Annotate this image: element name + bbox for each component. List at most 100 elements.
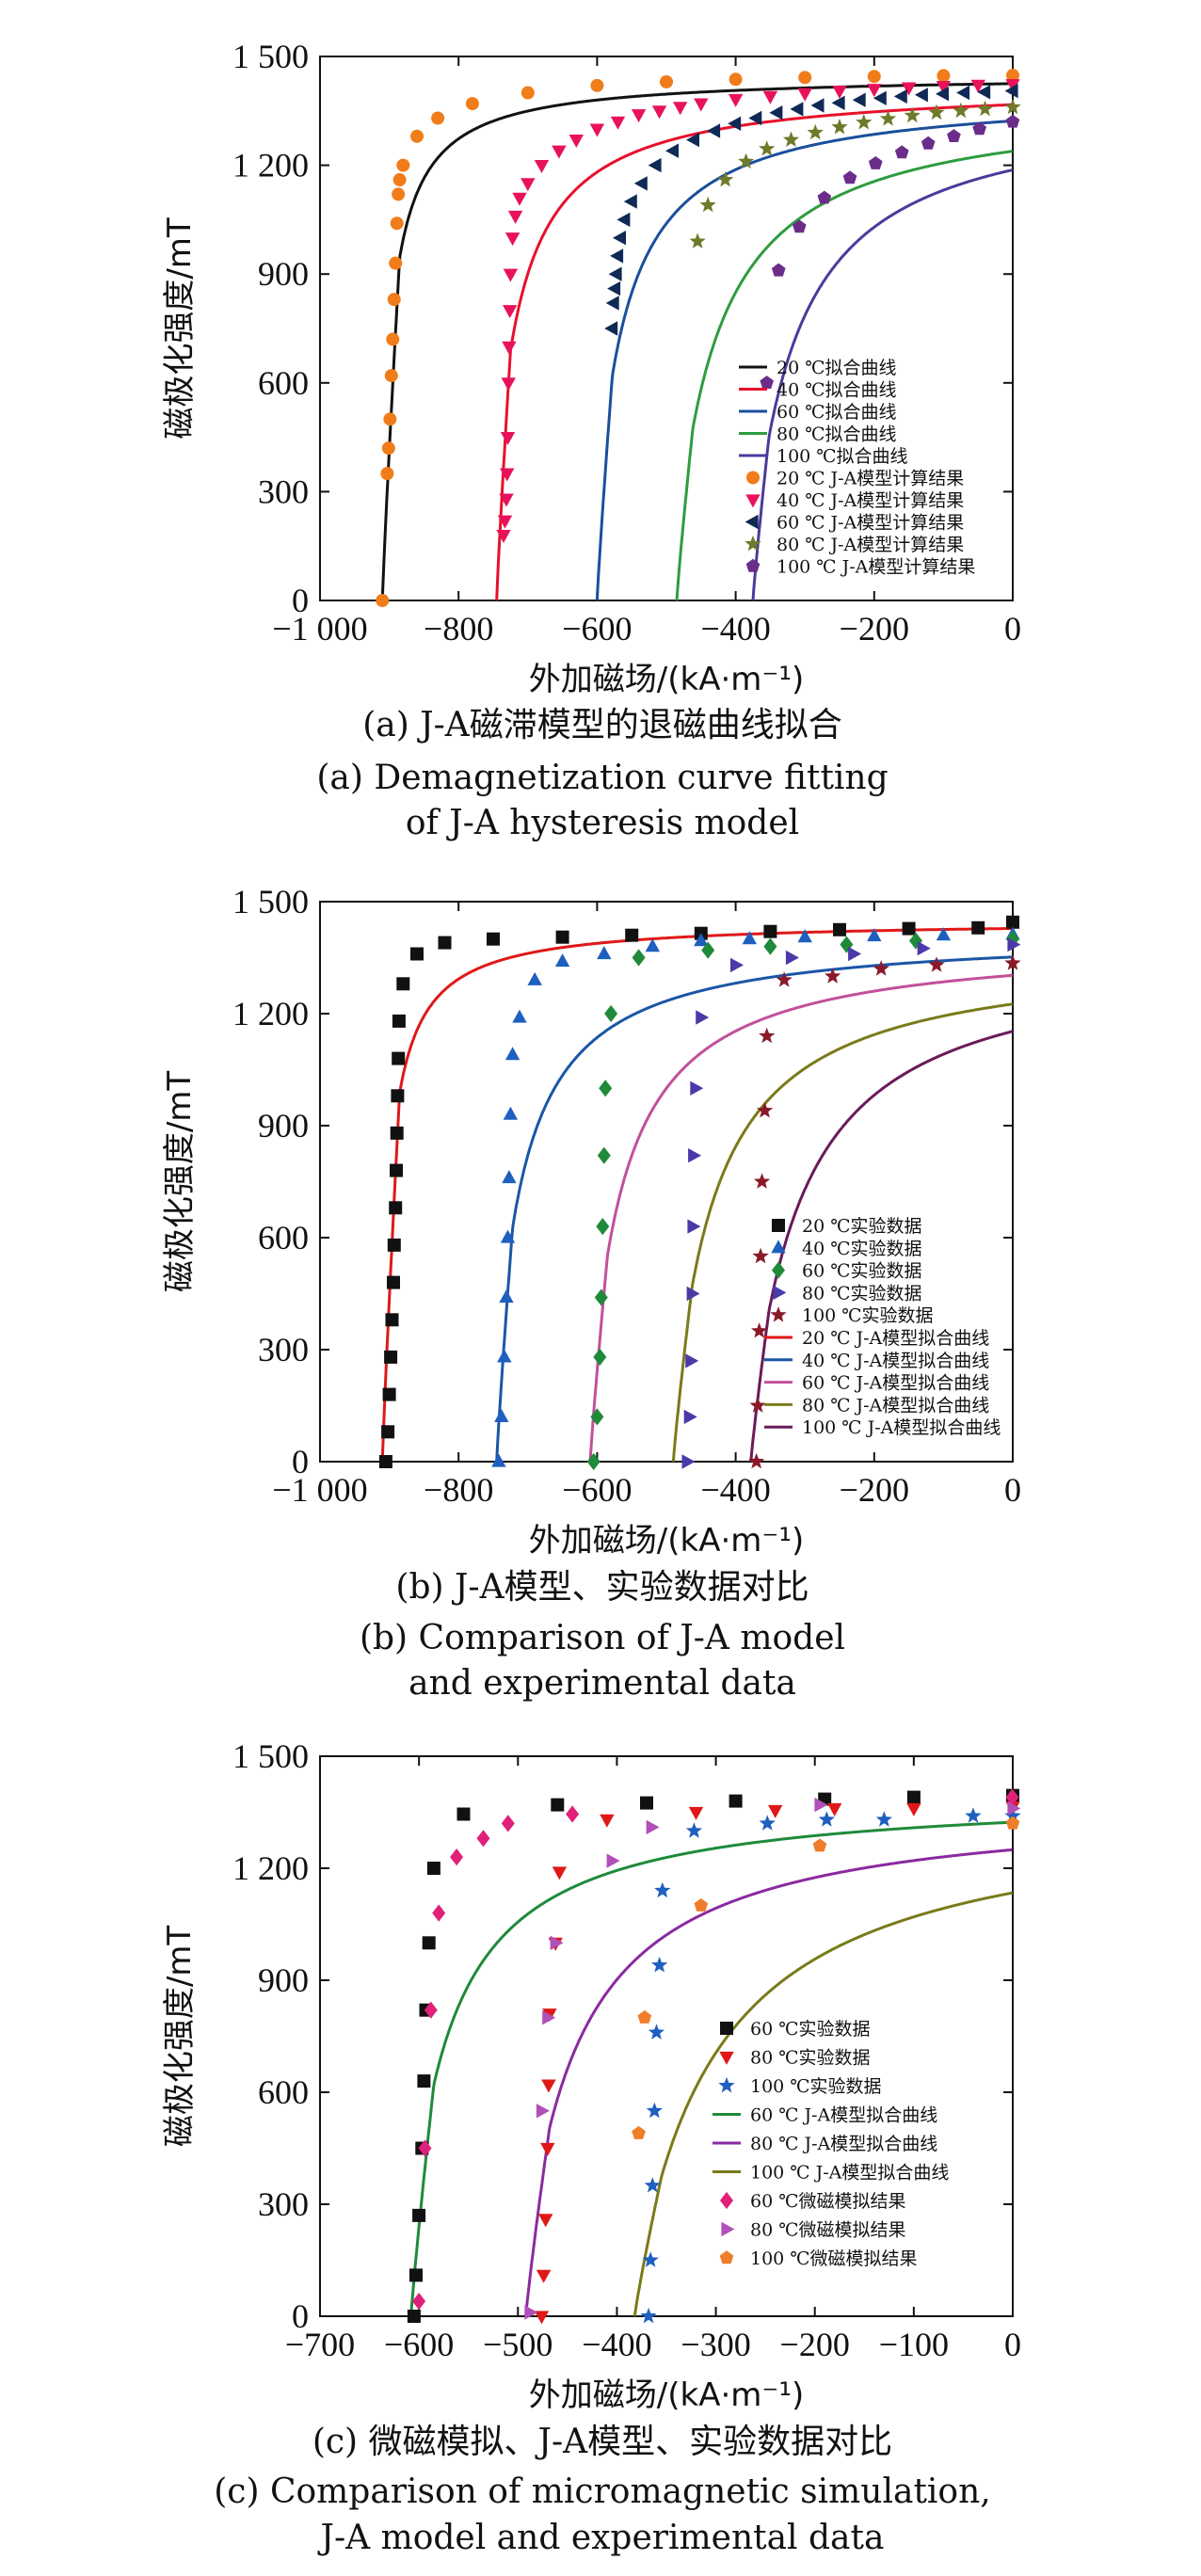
data-point: [497, 515, 513, 529]
data-point: [971, 920, 985, 935]
data-point: [503, 268, 519, 282]
data-point: [769, 105, 783, 120]
data-point: [417, 2074, 431, 2088]
data-point: [568, 135, 584, 148]
legend-swatch-marker: [745, 535, 761, 552]
x-tick-label: −500: [483, 2326, 552, 2363]
legend-entry: 80 ℃实验数据: [750, 2048, 870, 2069]
data-point: [694, 1898, 709, 1912]
data-point: [798, 71, 812, 85]
data-point: [632, 2125, 646, 2139]
data-point: [646, 1819, 660, 1835]
data-point: [768, 1804, 783, 1818]
data-point: [381, 441, 395, 456]
data-point: [1007, 936, 1021, 952]
data-point: [970, 79, 985, 93]
data-point: [936, 927, 952, 941]
legend-entry: 40 ℃实验数据: [802, 1239, 921, 1259]
data-point: [432, 1904, 446, 1922]
data-point: [456, 1807, 471, 1821]
data-point: [527, 971, 542, 985]
data-point: [502, 1170, 517, 1184]
data-point: [696, 1010, 710, 1025]
data-point: [607, 280, 621, 296]
chart-panel-b: 0 300 600 900 1 200 1 500 −1 000 −800 −600 −400 −2…: [161, 883, 1021, 1703]
series-markers-1: [491, 926, 1020, 1467]
data-point: [759, 1815, 776, 1831]
series-line-8: [671, 1002, 1014, 1463]
legend-swatch-marker: [772, 1219, 785, 1232]
data-point: [681, 1454, 696, 1469]
data-point: [901, 82, 917, 96]
data-point: [840, 936, 854, 953]
data-point: [879, 110, 897, 126]
data-point: [396, 158, 410, 172]
data-point: [555, 930, 569, 944]
legend-entry: 100 ℃ J-A模型拟合曲线: [802, 1417, 1001, 1438]
legend-entry: 60 ℃ J-A模型拟合曲线: [750, 2105, 937, 2126]
data-point: [673, 102, 688, 116]
data-point: [977, 85, 991, 100]
data-point: [785, 950, 799, 966]
data-point: [499, 1289, 514, 1304]
series-markers-8: [632, 1816, 1020, 2139]
legend-entry: 100 ℃实验数据: [802, 1305, 934, 1326]
caption-line-2: (a) Demagnetization curve fitting: [316, 759, 888, 797]
data-point: [644, 2177, 661, 2193]
data-point: [742, 931, 757, 945]
data-point: [589, 123, 605, 137]
caption-line-2: (c) Comparison of micromagnetic simulati…: [214, 2472, 991, 2511]
data-point: [1005, 79, 1020, 93]
data-point: [594, 1288, 608, 1306]
data-point: [904, 106, 921, 123]
y-axis-label: 磁极化强度/mT: [161, 1926, 199, 2148]
data-point: [759, 140, 776, 156]
data-point: [422, 1936, 436, 1950]
data-point: [699, 196, 716, 213]
data-point: [604, 1004, 618, 1023]
legend-entry: 100 ℃拟合曲线: [777, 446, 908, 467]
series-line-3: [409, 1820, 1013, 2317]
data-point: [554, 953, 570, 968]
data-point: [875, 1811, 892, 1827]
chart-panel-c: 0 300 600 900 1 200 1 500 −700 −600 −500 −400 −300…: [161, 1737, 1021, 2557]
data-point: [610, 116, 626, 130]
data-point: [625, 928, 639, 942]
data-point: [690, 1080, 704, 1096]
legend-swatch-marker: [719, 2250, 734, 2264]
data-point: [424, 2001, 438, 2019]
data-point: [407, 2310, 421, 2323]
data-point: [640, 1796, 653, 1810]
data-point: [782, 131, 800, 147]
data-point: [1004, 1807, 1021, 1823]
data-point: [640, 2307, 657, 2324]
series-line-3: [675, 150, 1013, 601]
data-point: [382, 1387, 396, 1401]
legend-swatch-marker: [718, 2076, 735, 2093]
caption-line-3: of J-A hysteresis model: [406, 804, 799, 842]
data-point: [504, 1047, 520, 1061]
data-point: [376, 594, 390, 607]
data-point: [512, 1009, 527, 1023]
series-markers-1: [534, 1801, 1020, 2325]
data-point: [380, 467, 394, 481]
data-point: [392, 187, 406, 201]
legend-entry: 100 ℃微磁模拟结果: [750, 2248, 918, 2269]
data-point: [534, 160, 550, 173]
data-point: [552, 1866, 568, 1880]
data-point: [426, 1862, 440, 1875]
data-point: [753, 1173, 771, 1189]
data-point: [759, 1027, 776, 1044]
data-point: [707, 123, 721, 138]
data-point: [487, 932, 500, 946]
data-point: [749, 1397, 766, 1413]
data-point: [972, 121, 986, 136]
data-point: [597, 946, 612, 960]
series-markers-9: [760, 114, 1020, 389]
data-point: [392, 1014, 406, 1028]
legend-entry: 60 ℃拟合曲线: [777, 402, 896, 423]
data-point: [651, 1957, 668, 1973]
data-point: [751, 1322, 768, 1338]
x-axis-label: 外加磁场/(kA·m⁻¹): [529, 661, 804, 698]
data-point: [832, 86, 847, 99]
